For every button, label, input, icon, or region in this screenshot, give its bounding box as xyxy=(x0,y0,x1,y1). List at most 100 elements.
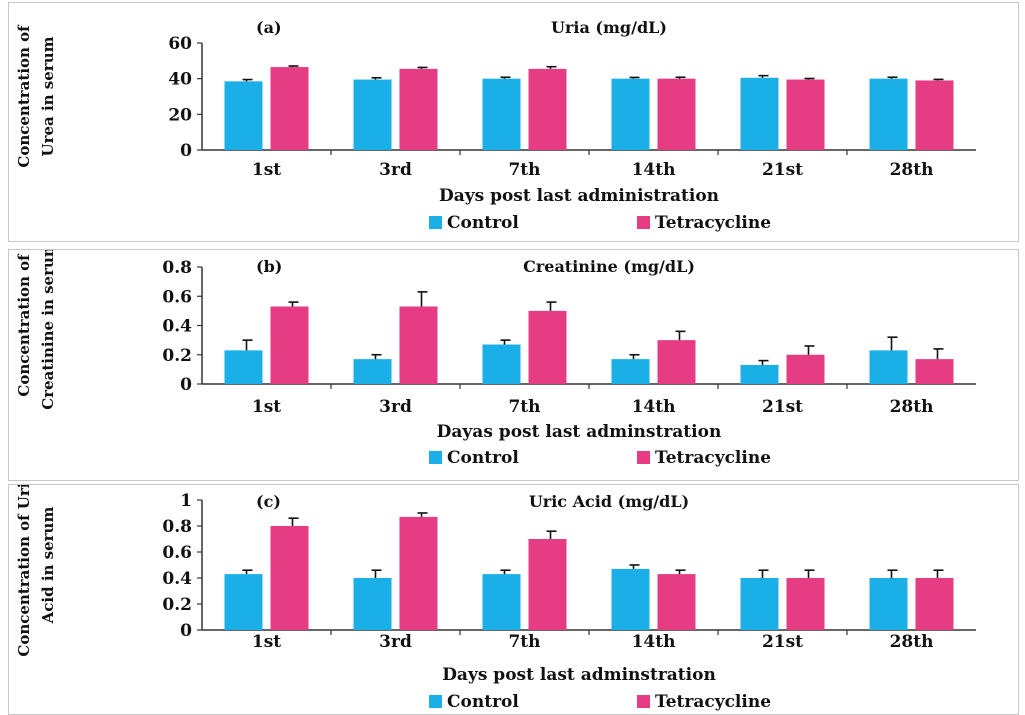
uric-acid-bar-tetracycline-7th xyxy=(528,539,567,630)
creatinine-bar-tetracycline-21st xyxy=(786,354,825,384)
urea-y-axis-label-line: Concentration of xyxy=(15,24,33,168)
creatinine-legend-swatch-control xyxy=(429,451,442,464)
uric-acid-bar-control-21st xyxy=(740,578,779,630)
creatinine-bar-control-28th xyxy=(869,350,908,384)
uric-acid-bar-tetracycline-3rd xyxy=(399,516,438,630)
urea-bar-control-3rd xyxy=(353,79,392,150)
uric-acid-bar-control-7th xyxy=(482,574,521,630)
uric-acid-y-tick-label: 0.8 xyxy=(162,517,192,537)
creatinine-x-tick-label: 28th xyxy=(890,397,934,417)
creatinine-y-tick-label: 0.6 xyxy=(162,287,192,307)
urea-bar-control-14th xyxy=(611,78,650,150)
creatinine-y-tick-label: 0.4 xyxy=(162,317,192,337)
uric-acid-legend-label-control: Control xyxy=(447,692,519,712)
uric-acid-x-tick-label: 7th xyxy=(508,632,540,652)
creatinine-chart-title: Creatinine (mg/dL) xyxy=(523,257,695,276)
urea-bar-tetracycline-7th xyxy=(528,68,567,150)
uric-acid-legend-swatch-control xyxy=(429,695,442,708)
creatinine-bar-tetracycline-28th xyxy=(915,359,954,384)
creatinine-bar-tetracycline-3rd xyxy=(399,306,438,384)
uric-acid-x-tick-label: 21st xyxy=(762,632,803,652)
uric-acid-x-axis-label: Days post last adminstration xyxy=(442,665,716,685)
creatinine-y-axis-label: Concentration of Creatinine in serum xyxy=(15,250,57,410)
uric-acid-y-axis-label: Concentration of Uric Acid in serum xyxy=(15,485,57,657)
creatinine-y-axis-label-line: Concentration of xyxy=(15,253,33,397)
uric-acid-y-tick-label: 0 xyxy=(180,621,192,641)
creatinine-bar-tetracycline-14th xyxy=(657,340,696,384)
creatinine-y-tick-label: 0.2 xyxy=(162,346,192,366)
chart-panel-uric-acid: Concentration of Uric Acid in serum 0 0.2 0.… xyxy=(8,484,1019,715)
creatinine-legend-swatch-tetracycline xyxy=(637,451,650,464)
urea-panel-label: (a) xyxy=(256,18,282,37)
creatinine-chart-svg: Concentration of Creatinine in serum 0 0.2 0… xyxy=(15,250,976,468)
uric-acid-y-axis-label-line: Acid in serum xyxy=(39,507,57,625)
uric-acid-y-axis-label-line: Concentration of Uric xyxy=(15,485,33,657)
uric-acid-legend-label-tetracycline: Tetracycline xyxy=(655,692,771,712)
creatinine-bar-tetracycline-7th xyxy=(528,310,567,384)
uric-acid-bar-tetracycline-1st xyxy=(270,526,309,630)
uric-acid-x-tick-label: 14th xyxy=(632,632,676,652)
uric-acid-chart-svg: Concentration of Uric Acid in serum 0 0.2 0.… xyxy=(15,485,976,712)
urea-x-tick-label: 3rd xyxy=(379,160,412,180)
uric-acid-bar-tetracycline-21st xyxy=(786,578,825,630)
creatinine-bar-control-3rd xyxy=(353,359,392,384)
uric-acid-y-tick-label: 1 xyxy=(180,491,192,511)
urea-bar-tetracycline-21st xyxy=(786,79,825,150)
uric-acid-y-tick-label: 0.4 xyxy=(162,569,192,589)
creatinine-y-tick-label: 0 xyxy=(180,375,192,395)
uric-acid-x-tick-label: 3rd xyxy=(379,632,412,652)
urea-chart-svg: Concentration of Urea in serum 0 20 40 60 1st 3… xyxy=(15,18,976,233)
urea-legend-swatch-tetracycline xyxy=(637,216,650,229)
creatinine-x-tick-label: 14th xyxy=(632,397,676,417)
creatinine-x-tick-label: 1st xyxy=(252,397,281,417)
urea-chart-title: Uria (mg/dL) xyxy=(551,18,667,37)
creatinine-bar-control-14th xyxy=(611,359,650,384)
creatinine-legend-label-control: Control xyxy=(447,448,519,468)
uric-acid-bar-control-14th xyxy=(611,568,650,630)
urea-x-tick-label: 7th xyxy=(508,160,540,180)
creatinine-y-tick-label: 0.8 xyxy=(162,258,192,278)
urea-bar-tetracycline-14th xyxy=(657,78,696,150)
creatinine-bar-control-1st xyxy=(224,350,263,384)
urea-y-tick-label: 0 xyxy=(180,141,192,161)
urea-bar-tetracycline-1st xyxy=(270,67,309,150)
uric-acid-bar-control-3rd xyxy=(353,578,392,630)
creatinine-y-axis-label-line: Creatinine in serum xyxy=(39,250,57,410)
uric-acid-bar-control-1st xyxy=(224,574,263,630)
creatinine-bar-control-21st xyxy=(740,364,779,384)
urea-x-axis-label: Days post last administration xyxy=(439,186,719,206)
creatinine-x-tick-label: 3rd xyxy=(379,397,412,417)
uric-acid-y-tick-label: 0.2 xyxy=(162,595,192,615)
uric-acid-panel-label: (c) xyxy=(256,492,281,511)
creatinine-bar-control-7th xyxy=(482,344,521,384)
uric-acid-bar-control-28th xyxy=(869,578,908,630)
uric-acid-y-tick-label: 0.6 xyxy=(162,543,192,563)
urea-y-axis-label-line: Urea in serum xyxy=(39,36,57,156)
creatinine-legend-label-tetracycline: Tetracycline xyxy=(655,448,771,468)
urea-bar-control-28th xyxy=(869,78,908,150)
uric-acid-x-tick-label: 28th xyxy=(890,632,934,652)
uric-acid-bar-tetracycline-28th xyxy=(915,578,954,630)
urea-legend-label-control: Control xyxy=(447,213,519,233)
uric-acid-bar-tetracycline-14th xyxy=(657,574,696,630)
urea-legend-label-tetracycline: Tetracycline xyxy=(655,213,771,233)
urea-bar-tetracycline-3rd xyxy=(399,68,438,150)
urea-bar-control-21st xyxy=(740,77,779,150)
chart-panel-creatinine: Concentration of Creatinine in serum 0 0.2 0… xyxy=(8,249,1019,481)
urea-legend-swatch-control xyxy=(429,216,442,229)
creatinine-x-axis-label: Dayas post last adminstration xyxy=(437,422,722,442)
urea-bar-control-7th xyxy=(482,78,521,150)
creatinine-x-tick-label: 21st xyxy=(762,397,803,417)
urea-x-tick-label: 14th xyxy=(632,160,676,180)
uric-acid-chart-title: Uric Acid (mg/dL) xyxy=(529,492,689,511)
urea-y-tick-label: 40 xyxy=(168,70,192,90)
urea-y-tick-label: 20 xyxy=(168,105,192,125)
creatinine-x-tick-label: 7th xyxy=(508,397,540,417)
creatinine-bar-tetracycline-1st xyxy=(270,306,309,384)
urea-x-tick-label: 28th xyxy=(890,160,934,180)
creatinine-panel-label: (b) xyxy=(256,257,282,276)
urea-bar-tetracycline-28th xyxy=(915,80,954,150)
uric-acid-legend-swatch-tetracycline xyxy=(637,695,650,708)
chart-panel-urea: Concentration of Urea in serum 0 20 40 60 1st 3… xyxy=(8,2,1019,242)
uric-acid-x-tick-label: 1st xyxy=(252,632,281,652)
